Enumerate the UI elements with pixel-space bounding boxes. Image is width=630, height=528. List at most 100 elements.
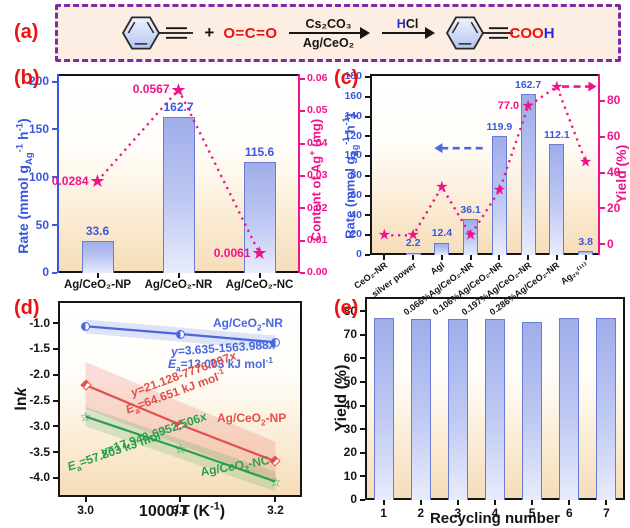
y-tick-mark xyxy=(360,333,365,336)
hcl-label: HCl xyxy=(396,17,419,31)
panel-b-chart: (b) Rate (mmol gAg-1 h-1) Content of Ag+… xyxy=(6,62,327,294)
y-tick-mark xyxy=(365,95,370,98)
y-tick-label: 60 xyxy=(607,129,621,144)
y-tick-label: 160 xyxy=(344,89,362,102)
bar xyxy=(434,242,450,255)
y-tick-label: 50 xyxy=(35,217,49,232)
y-tick-label: 150 xyxy=(28,121,49,136)
y-tick-mark xyxy=(53,347,58,350)
y-tick-label: 0.05 xyxy=(307,104,328,117)
y-tick-mark xyxy=(360,380,365,383)
y-tick-label: 0 xyxy=(607,236,614,251)
y-tick-mark xyxy=(365,155,370,158)
y-tick-mark xyxy=(53,373,58,376)
panel-c-left-axis-title: Rate (mmol gAg-1 h-1) xyxy=(341,113,361,239)
x-tick-mark xyxy=(440,255,443,260)
x-tick-mark xyxy=(568,500,571,505)
bar-value-label: 162.7 xyxy=(163,100,194,115)
data-point-star: ☆ xyxy=(79,409,92,425)
star-marker: ★ xyxy=(89,171,106,192)
y-tick-label: 50 xyxy=(343,374,357,389)
panel-e-chart: (e) Yield (%) Recycling number 0 10 20 30 40… xyxy=(328,294,630,528)
panel-e-label: (e) xyxy=(334,297,359,319)
arrow-shaft xyxy=(381,26,435,41)
y-tick-label: 20 xyxy=(350,228,362,241)
y-tick-label: 0.02 xyxy=(307,201,328,214)
x-tick-label: 2 xyxy=(417,506,425,520)
x-tick-mark xyxy=(412,255,415,260)
y-tick-mark xyxy=(52,224,57,227)
data-point-circle xyxy=(175,329,185,339)
panel-d-label: (d) xyxy=(14,297,40,319)
y-tick-label: 70 xyxy=(343,327,357,342)
y-tick-label: 0 xyxy=(350,492,357,507)
star-marker: ★ xyxy=(170,79,187,100)
y-tick-label: 0.03 xyxy=(307,169,328,182)
y-tick-mark xyxy=(365,234,370,237)
x-tick-mark xyxy=(527,255,530,260)
y-tick-mark xyxy=(300,239,305,242)
y-tick-label: 80 xyxy=(343,303,357,318)
panel-c-chart: (c) Rate (mmol gAg-1 h-1) Yield (%) 0 20 4… xyxy=(328,62,630,317)
y-tick-label: 0.00 xyxy=(307,266,328,279)
x-tick-mark xyxy=(469,255,472,260)
y-tick-mark xyxy=(600,135,605,138)
bar-value-label: 112.1 xyxy=(544,128,570,141)
y-tick-label: 40 xyxy=(350,208,362,221)
bar-value-label: 33.6 xyxy=(85,223,110,238)
bar xyxy=(373,318,394,500)
panel-e-x-axis-title: Recycling number xyxy=(429,510,561,527)
cooh-group: COOH xyxy=(509,24,555,42)
reaction-arrow-1: Cs₂CO₃ Ag/CeO₂ xyxy=(287,11,371,55)
y-tick-label: 120 xyxy=(344,129,362,142)
y-tick-mark xyxy=(300,77,305,80)
panel-c-right-axis-title: Yield (%) xyxy=(613,144,629,204)
y-tick-label: 0.01 xyxy=(307,233,328,246)
x-tick-mark xyxy=(531,500,534,505)
reaction-scheme-box: + O=C=O Cs₂CO₃ Ag/CeO₂ HCl xyxy=(55,4,621,62)
bar xyxy=(447,319,468,500)
y-tick-mark xyxy=(53,476,58,479)
bar xyxy=(405,252,421,255)
data-point-star: ☆ xyxy=(174,441,187,457)
product-molecule: COOH xyxy=(445,12,555,54)
x-tick-mark xyxy=(555,255,558,260)
x-tick-label: 3.2 xyxy=(267,503,284,517)
catalyst-label: Ag/CeO₂ xyxy=(302,36,355,50)
x-tick-mark xyxy=(383,255,386,260)
bar xyxy=(485,318,505,500)
star-marker: ★ xyxy=(251,243,268,264)
star-marker: ★ xyxy=(578,153,593,171)
y-tick-mark xyxy=(365,115,370,118)
star-value-label: 0.0061 xyxy=(213,246,251,261)
bar xyxy=(81,240,114,273)
bar xyxy=(410,319,431,500)
y-tick-mark xyxy=(365,75,370,78)
y-tick-label: 140 xyxy=(344,109,362,122)
star-value-label: 0.0284 xyxy=(51,173,89,188)
x-tick-label-text: Ag₂₅⁽¹¹⁾ xyxy=(559,260,591,287)
panel-b-right-axis-title: Content of Ag+ (mg) xyxy=(307,118,324,242)
bar-value-label: 115.6 xyxy=(244,145,275,160)
x-tick-mark xyxy=(84,497,87,502)
y-tick-label: 0 xyxy=(42,265,49,280)
y-tick-mark xyxy=(360,451,365,454)
y-tick-mark xyxy=(360,475,365,478)
data-point-star: ☆ xyxy=(269,474,282,490)
x-tick-label: 3 xyxy=(454,506,462,520)
y-tick-mark xyxy=(365,214,370,217)
x-tick-label: Ag/CeO₂-NR xyxy=(144,279,213,291)
y-tick-mark xyxy=(600,243,605,246)
y-tick-mark xyxy=(365,135,370,138)
y-tick-label: -1.0 xyxy=(29,315,50,330)
series-label-nr: Ag/CeO2-NR xyxy=(213,316,283,333)
y-tick-mark xyxy=(52,272,57,274)
x-tick-mark xyxy=(258,273,261,278)
panel-e-y-axis-title: Yield (%) xyxy=(333,364,350,432)
y-tick-mark xyxy=(300,272,305,274)
y-tick-mark xyxy=(53,322,58,325)
y-tick-label: 40 xyxy=(607,164,621,179)
y-tick-label: -1.5 xyxy=(29,341,50,356)
bar xyxy=(596,318,617,500)
panel-d-x-axis-title: 1000/T (K-1) xyxy=(138,500,226,520)
